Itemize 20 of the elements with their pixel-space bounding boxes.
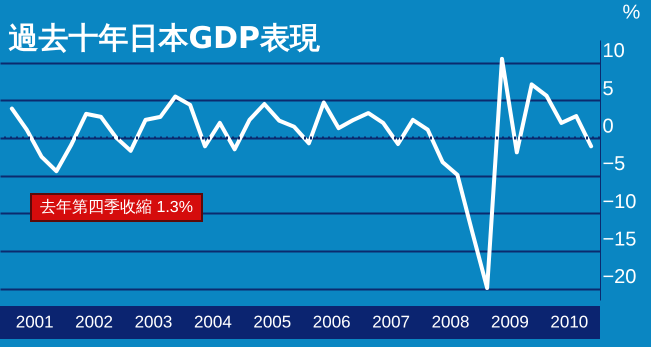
y-tick-label: −10 <box>602 190 636 213</box>
x-tick-label: 2004 <box>194 312 232 332</box>
x-tick-label: 2005 <box>253 312 292 332</box>
x-tick-label: 2007 <box>372 312 410 332</box>
y-tick-label: −20 <box>602 266 636 288</box>
y-axis-title: % <box>622 2 640 24</box>
x-tick-label: 2001 <box>16 312 54 332</box>
annotation: 去年第四季收縮 1.3% <box>30 193 203 222</box>
y-tick-label: 5 <box>602 78 614 100</box>
x-tick-label: 2003 <box>134 312 172 332</box>
x-tick-label: 2008 <box>432 312 470 332</box>
x-tick-label: 2010 <box>550 312 588 332</box>
x-tick-label: 2002 <box>75 312 113 332</box>
y-tick-label: 10 <box>602 40 625 62</box>
y-tick-label: −15 <box>602 228 636 251</box>
y-tick-label: −5 <box>602 153 626 176</box>
y-tick-label: 0 <box>602 115 614 138</box>
chart-title: 過去十年日本GDP表現 <box>8 21 322 56</box>
x-tick-label: 2006 <box>312 312 351 332</box>
x-tick-label: 2009 <box>490 312 529 332</box>
